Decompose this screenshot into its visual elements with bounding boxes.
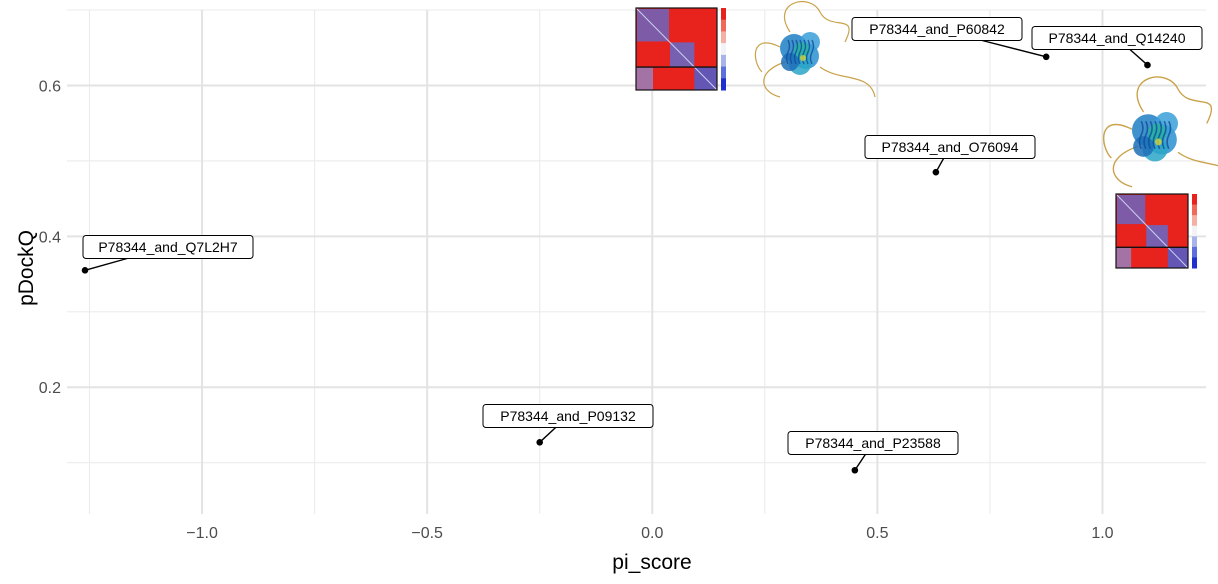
heatmap-block — [1116, 247, 1132, 268]
x-axis-title: pi_score — [612, 551, 691, 574]
colorbar-step — [721, 54, 726, 68]
x-tick-label: −1.0 — [186, 525, 218, 542]
x-tick-label: 0.0 — [641, 525, 663, 542]
point-label: P78344_and_Q7L2H7 — [82, 235, 254, 259]
structure-helix — [1166, 120, 1172, 150]
heatmap-frame — [635, 7, 718, 91]
heatmap-diagonal — [635, 7, 718, 91]
point-label: P78344_and_P23588 — [787, 431, 959, 455]
x-tick-label: 1.0 — [1091, 525, 1113, 542]
label-leader-line — [1129, 48, 1148, 66]
pae-heatmap — [1115, 193, 1197, 269]
structure-domain — [1133, 136, 1154, 157]
label-leaders — [84, 39, 1148, 471]
heatmap-diagonal — [1115, 193, 1189, 269]
point-label-box — [82, 235, 254, 259]
structure-image — [1102, 76, 1218, 188]
structure-helix — [1152, 120, 1158, 150]
structure-helix — [789, 39, 795, 65]
colorbar-step — [1192, 257, 1197, 269]
structure-helix — [1147, 120, 1153, 150]
structure-loop — [1102, 123, 1133, 159]
structure-helix — [797, 39, 803, 65]
colorbar-step — [1192, 194, 1197, 206]
colorbar-step — [721, 31, 726, 44]
point-label-box — [851, 17, 1023, 41]
label-leader-line — [539, 426, 557, 443]
data-point — [851, 466, 859, 474]
point-label-box — [864, 135, 1036, 159]
heatmap-frame — [1115, 193, 1189, 269]
structure-helix — [793, 39, 799, 65]
structure-helix — [805, 39, 811, 65]
data-point — [536, 439, 544, 446]
structure-loop — [783, 1, 850, 43]
x-tick-label: −0.5 — [411, 525, 443, 542]
point-label-text: P78344_and_P23588 — [805, 435, 941, 451]
colorbar-step — [1192, 246, 1197, 258]
point-label-text: P78344_and_O76094 — [881, 139, 1018, 155]
structure-loop — [819, 66, 876, 98]
structure-helix — [1138, 120, 1144, 150]
structure-loop — [1177, 151, 1218, 167]
structure-highlight — [800, 55, 806, 61]
y-tick-label: 0.4 — [39, 229, 61, 246]
point-label-text: P78344_and_Q14240 — [1048, 30, 1185, 46]
structure-loop — [1136, 76, 1213, 124]
point-label-box — [1031, 26, 1203, 50]
pae-heatmap — [635, 7, 726, 91]
insets — [635, 1, 1218, 269]
colorbar-step — [721, 78, 726, 91]
colorbar-step — [1192, 225, 1197, 237]
x-tick-label: 0.5 — [866, 525, 888, 542]
colorbar-step — [1192, 236, 1197, 248]
colorbar-step — [1192, 215, 1197, 227]
colorbar-step — [721, 43, 726, 56]
structure-loop — [763, 61, 786, 98]
point-labels: P78344_and_Q7L2H7 P78344_and_P09132 P78344… — [82, 17, 1203, 455]
data-point — [932, 168, 940, 176]
point-label-box — [482, 404, 654, 428]
structure-helix — [1161, 120, 1167, 150]
structure-highlight — [1155, 138, 1162, 146]
label-leader-line — [982, 39, 1047, 58]
structure-domain — [781, 53, 799, 71]
point-label: P78344_and_O76094 — [864, 135, 1036, 159]
structure-helix — [1143, 120, 1149, 150]
label-leader-line — [84, 257, 128, 271]
data-point — [1042, 53, 1050, 61]
y-axis-title: pDockQ — [15, 230, 38, 306]
data-points — [81, 53, 1151, 474]
heatmap-colorbar — [721, 8, 726, 91]
heatmap-block — [636, 67, 654, 90]
data-point — [81, 266, 89, 274]
colorbar-step — [721, 19, 726, 32]
point-label-text: P78344_and_Q7L2H7 — [98, 239, 238, 255]
y-tick-label: 0.6 — [39, 78, 61, 95]
structure-helix — [785, 39, 791, 65]
heatmap-colorbar — [1192, 194, 1197, 269]
structure-loop — [1112, 145, 1138, 188]
point-label: P78344_and_P09132 — [482, 404, 654, 428]
point-label-text: P78344_and_P60842 — [869, 21, 1005, 37]
y-tick-label: 0.2 — [39, 380, 61, 397]
structure-helix — [809, 39, 815, 65]
colorbar-step — [1192, 204, 1197, 216]
axis-ticks: −1.0 −0.5 0.0 0.5 1.0 0.2 0.4 0.6 — [39, 78, 1114, 542]
colorbar-step — [721, 8, 726, 21]
point-label-text: P78344_and_P09132 — [500, 408, 636, 424]
point-label-box — [787, 431, 959, 455]
structure-loop — [754, 42, 781, 73]
point-label: P78344_and_P60842 — [851, 17, 1023, 41]
structure-image — [754, 1, 876, 98]
point-label: P78344_and_Q14240 — [1031, 26, 1203, 50]
data-point — [1144, 61, 1151, 69]
colorbar-step — [721, 66, 726, 79]
